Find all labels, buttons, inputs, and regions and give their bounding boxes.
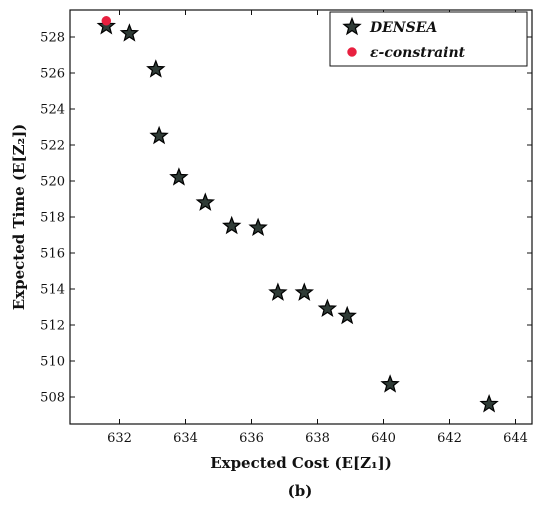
y-tick-label: 508	[40, 391, 65, 406]
densea-point	[119, 23, 140, 42]
legend-box	[329, 11, 528, 67]
x-tick-label: 644	[503, 431, 528, 446]
densea-point	[337, 305, 357, 325]
y-tick-label: 516	[40, 247, 65, 262]
x-tick-label: 638	[305, 431, 330, 446]
epsilon-constraint-point	[101, 16, 112, 26]
y-axis-ticks: 508 510 512 514 516 518 520 522 524 526 528	[40, 31, 532, 406]
y-tick-label: 512	[40, 319, 65, 334]
y-tick-label: 520	[40, 175, 65, 190]
legend-marker-densea	[342, 16, 362, 36]
legend-dot-icon	[347, 47, 357, 57]
x-tick-label: 636	[239, 431, 264, 446]
densea-point	[169, 167, 189, 186]
y-tick-label: 518	[40, 211, 65, 226]
densea-point	[294, 282, 314, 301]
legend-star-icon	[342, 16, 362, 36]
data-points	[96, 16, 499, 413]
y-tick-label: 528	[40, 31, 65, 46]
legend-label-epsilon-constraint: ε-constraint	[370, 45, 466, 61]
y-axis-label: Expected Time (E[Z₂])	[10, 124, 28, 311]
densea-point	[317, 298, 338, 318]
densea-point	[248, 217, 268, 237]
x-axis-ticks: 632 634 636 638 640 642 644	[107, 10, 528, 446]
figure-caption: (b)	[288, 482, 313, 500]
densea-point	[479, 394, 499, 413]
x-axis-label: Expected Cost (E[Z₁])	[210, 454, 392, 472]
densea-point	[146, 59, 166, 78]
x-tick-label: 640	[371, 431, 396, 446]
densea-point	[149, 125, 169, 145]
legend: DENSEA ε-constraint	[329, 11, 528, 67]
densea-point	[195, 192, 215, 211]
legend-label-densea: DENSEA	[369, 20, 437, 36]
plot-frame	[69, 9, 533, 425]
y-tick-label: 526	[40, 67, 65, 82]
y-tick-label: 522	[40, 139, 65, 154]
densea-point	[380, 374, 400, 393]
y-tick-label: 514	[40, 283, 65, 298]
legend-marker-epsilon-constraint	[347, 47, 357, 57]
x-tick-label: 642	[437, 431, 462, 446]
y-tick-label: 510	[40, 355, 65, 370]
x-tick-label: 634	[173, 431, 198, 446]
y-tick-label: 524	[40, 103, 65, 118]
densea-point	[222, 215, 242, 235]
densea-point	[268, 282, 288, 301]
x-tick-label: 632	[107, 431, 132, 446]
